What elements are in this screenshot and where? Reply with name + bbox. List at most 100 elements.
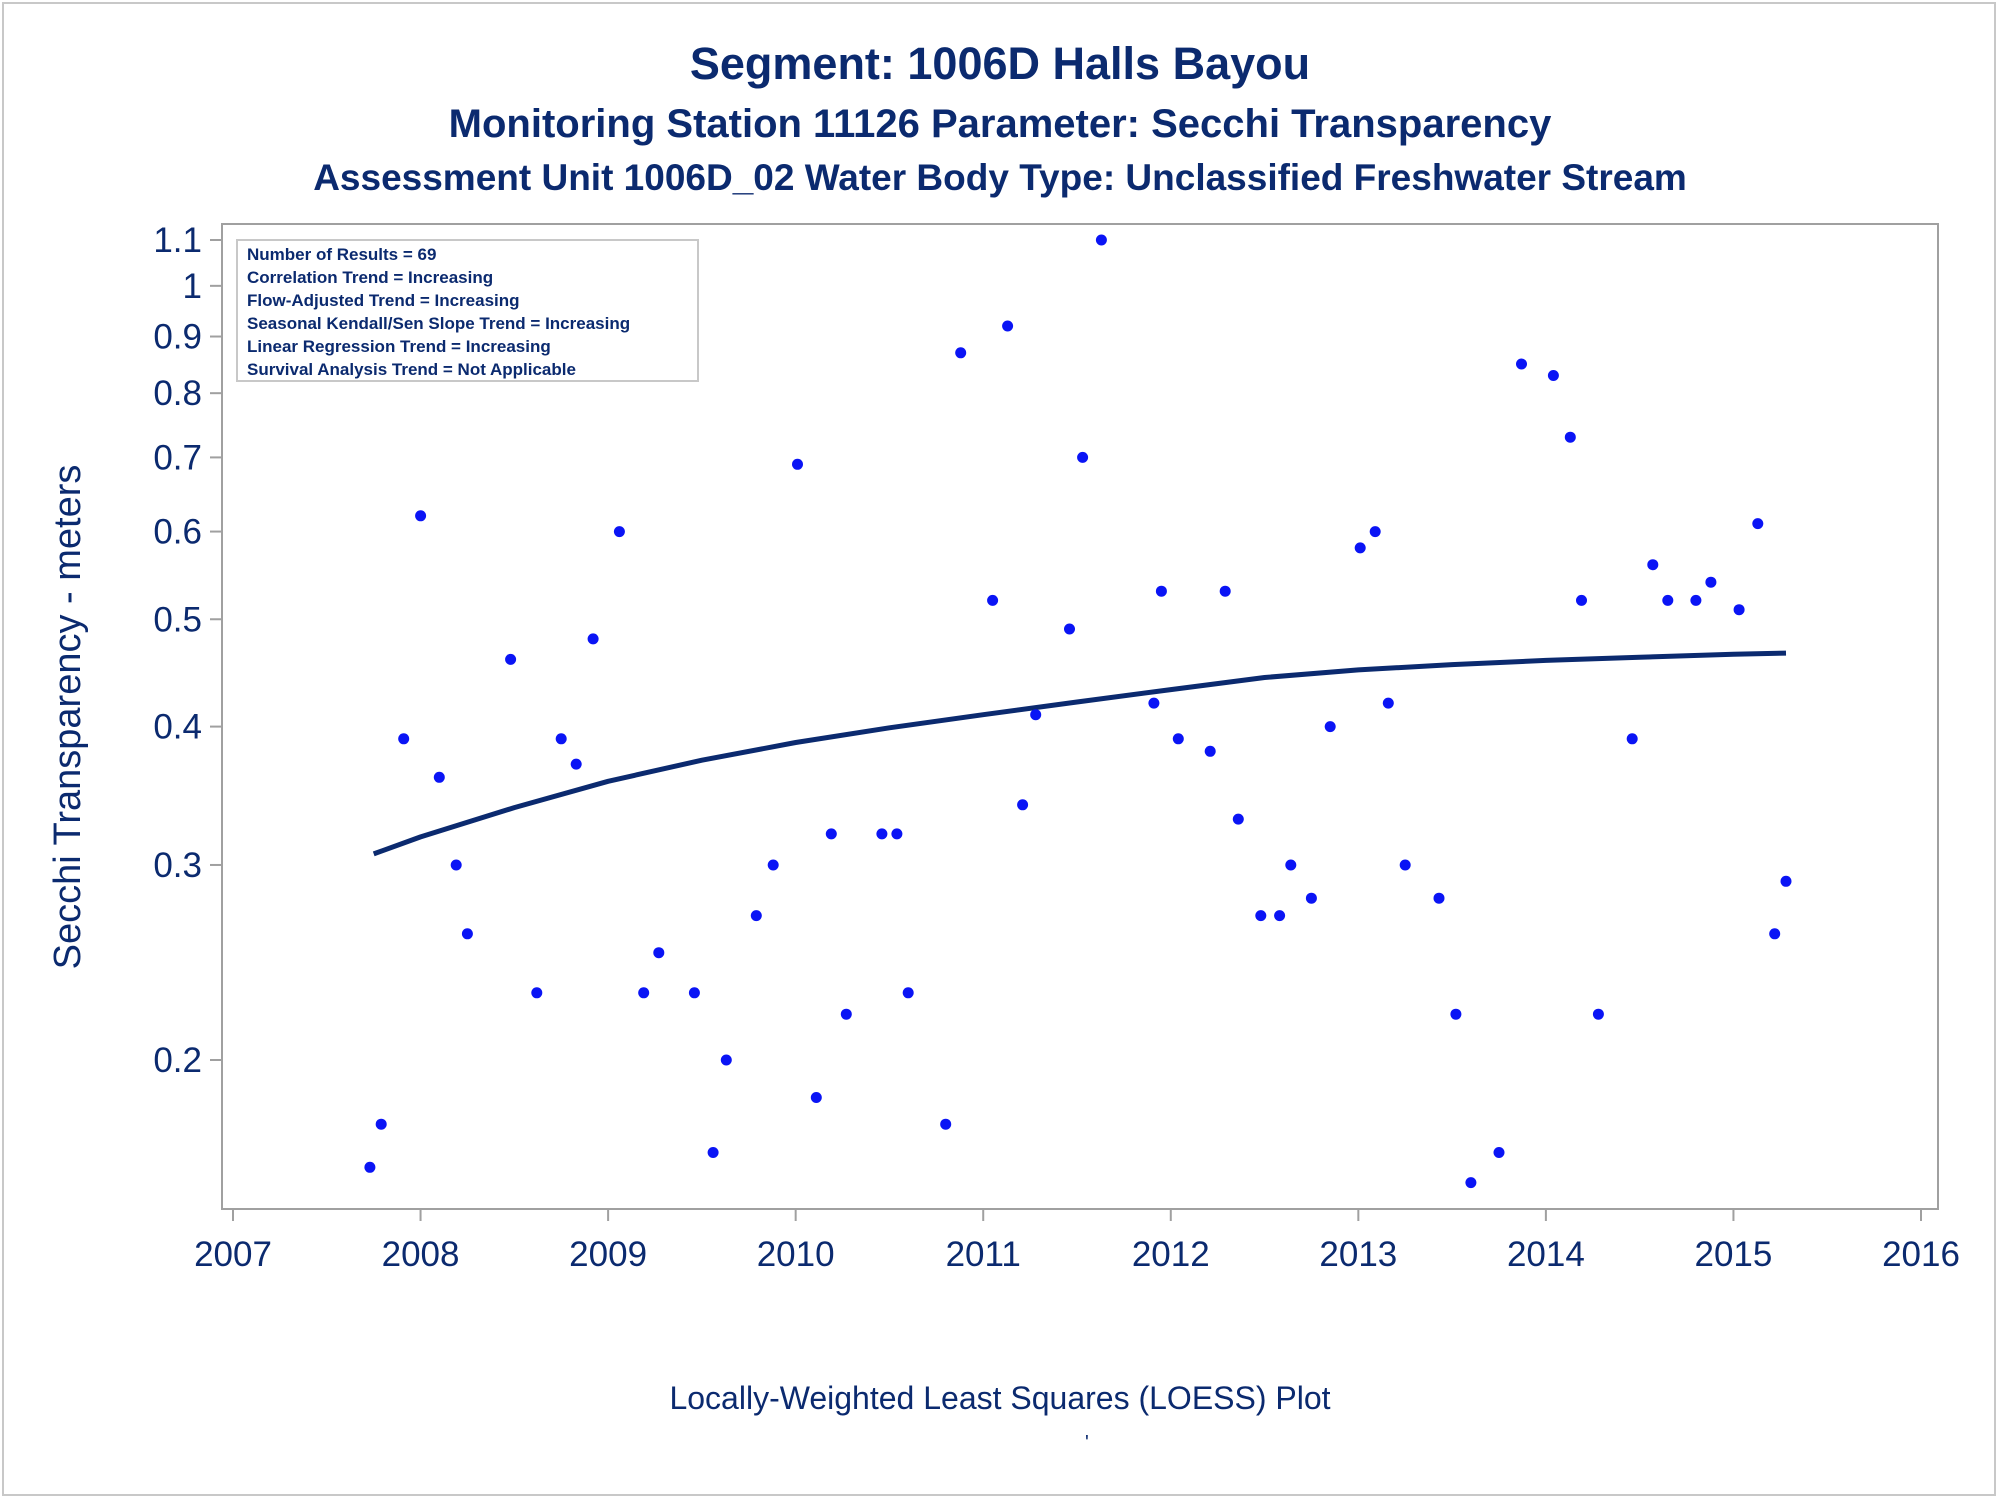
y-tick-label: 1.1 bbox=[153, 221, 202, 260]
data-point bbox=[1662, 594, 1674, 606]
x-tick-label: 2013 bbox=[1319, 1235, 1397, 1274]
data-point bbox=[1324, 721, 1336, 733]
data-point bbox=[750, 910, 762, 922]
y-tick-label: 0.8 bbox=[153, 374, 202, 413]
data-point bbox=[653, 947, 665, 959]
x-tick-label: 2008 bbox=[382, 1235, 460, 1274]
stats-line: Flow-Adjusted Trend = Increasing bbox=[247, 291, 520, 310]
data-point bbox=[1369, 526, 1381, 538]
data-point bbox=[1592, 1008, 1604, 1020]
y-tick-label: 0.5 bbox=[153, 600, 202, 639]
data-point bbox=[1382, 697, 1394, 709]
data-point bbox=[876, 828, 888, 840]
data-point bbox=[1354, 542, 1366, 554]
data-point bbox=[825, 828, 837, 840]
data-point bbox=[398, 733, 410, 745]
x-tick-label: 2015 bbox=[1695, 1235, 1773, 1274]
y-axis-title: Secchi Transparency - meters bbox=[47, 465, 89, 970]
stats-line: Correlation Trend = Increasing bbox=[247, 268, 493, 287]
plot-area bbox=[221, 223, 1939, 1210]
y-tick-label: 0.2 bbox=[153, 1041, 202, 1080]
stats-line: Number of Results = 69 bbox=[247, 245, 436, 264]
chart-title: Segment: 1006D Halls Bayou bbox=[689, 38, 1311, 89]
data-point bbox=[1155, 585, 1167, 597]
data-point bbox=[1547, 370, 1559, 381]
data-point bbox=[1030, 709, 1042, 721]
data-point bbox=[720, 1054, 732, 1066]
data-point bbox=[1780, 875, 1792, 887]
data-point bbox=[1002, 320, 1014, 332]
x-tick-label: 2011 bbox=[946, 1235, 1021, 1274]
data-point bbox=[555, 733, 567, 745]
data-point bbox=[1285, 859, 1297, 871]
data-point bbox=[1647, 559, 1659, 571]
x-tick-label: 2016 bbox=[1882, 1235, 1960, 1274]
data-point bbox=[587, 633, 599, 645]
data-point bbox=[1017, 799, 1029, 811]
data-point bbox=[1752, 518, 1764, 530]
data-point bbox=[810, 1092, 822, 1103]
data-point bbox=[792, 458, 803, 470]
data-point bbox=[1064, 623, 1075, 635]
data-point bbox=[767, 859, 779, 871]
data-point bbox=[1204, 745, 1216, 757]
data-point bbox=[1516, 358, 1527, 370]
trend-stats-box: Number of Results = 69 Correlation Trend… bbox=[236, 239, 699, 382]
data-point bbox=[613, 526, 625, 538]
data-point bbox=[1219, 585, 1231, 597]
data-point bbox=[1305, 892, 1317, 904]
data-point bbox=[707, 1147, 719, 1158]
data-point bbox=[891, 828, 903, 840]
data-point bbox=[1077, 451, 1089, 463]
data-point bbox=[415, 510, 427, 522]
data-point bbox=[940, 1118, 952, 1130]
data-point bbox=[1274, 910, 1286, 922]
data-point bbox=[450, 859, 462, 871]
data-point bbox=[1433, 892, 1445, 904]
loess-curve bbox=[372, 650, 1787, 857]
data-point bbox=[1450, 1008, 1462, 1020]
data-point bbox=[1399, 859, 1411, 871]
data-point bbox=[570, 758, 582, 770]
x-tick-label: 2007 bbox=[194, 1235, 272, 1274]
footnote-mark: ' bbox=[1085, 1432, 1089, 1454]
data-point bbox=[1148, 697, 1160, 709]
x-tick-label: 2010 bbox=[757, 1235, 835, 1274]
data-point bbox=[433, 771, 445, 783]
data-point bbox=[987, 594, 999, 606]
y-tick-label: 0.9 bbox=[153, 318, 202, 357]
data-point bbox=[1576, 594, 1587, 606]
y-tick-label: 0.6 bbox=[153, 513, 202, 552]
data-point bbox=[1626, 733, 1638, 745]
stats-line: Survival Analysis Trend = Not Applicable bbox=[247, 360, 576, 379]
data-point bbox=[1493, 1147, 1505, 1158]
chart-subtitle-station: Monitoring Station 11126 Parameter: Secc… bbox=[448, 102, 1552, 146]
data-point bbox=[1465, 1177, 1477, 1189]
footnote: Locally-Weighted Least Squares (LOESS) P… bbox=[669, 1380, 1331, 1416]
data-point bbox=[505, 653, 517, 665]
data-point bbox=[1255, 910, 1267, 922]
y-tick-label: 0.4 bbox=[153, 708, 202, 747]
y-tick-label: 0.7 bbox=[153, 438, 202, 477]
data-point bbox=[902, 987, 914, 999]
data-point bbox=[1705, 576, 1717, 588]
y-tick-label: 1 bbox=[183, 267, 202, 306]
data-point bbox=[461, 928, 473, 940]
data-point bbox=[688, 987, 700, 999]
data-point bbox=[375, 1118, 387, 1130]
data-point bbox=[1232, 813, 1244, 825]
data-point bbox=[364, 1161, 376, 1173]
x-tick-label: 2014 bbox=[1507, 1235, 1585, 1274]
x-tick-label: 2012 bbox=[1132, 1235, 1210, 1274]
y-tick-label: 0.3 bbox=[153, 846, 202, 885]
data-point bbox=[1690, 594, 1702, 606]
x-tick-label: 2009 bbox=[569, 1235, 647, 1274]
data-point bbox=[531, 987, 543, 999]
data-point bbox=[1095, 234, 1107, 246]
data-point bbox=[955, 347, 967, 359]
data-point bbox=[840, 1008, 852, 1020]
data-point bbox=[1733, 604, 1745, 616]
stats-line: Linear Regression Trend = Increasing bbox=[247, 337, 551, 356]
